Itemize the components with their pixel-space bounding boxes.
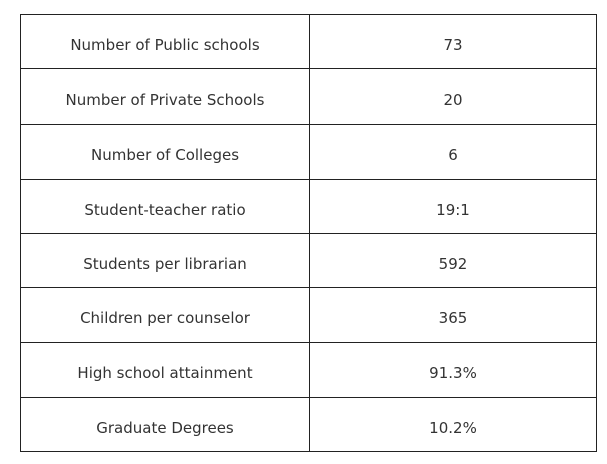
row-value: 365 [309, 287, 597, 343]
row-value: 10.2% [309, 397, 597, 452]
table-row: Students per librarian 592 [20, 233, 597, 288]
row-label: Number of Public schools [20, 14, 310, 69]
table-row: Student-teacher ratio 19:1 [20, 179, 597, 234]
row-label: Number of Private Schools [20, 68, 310, 125]
table-row: Number of Private Schools 20 [20, 68, 597, 125]
row-value: 6 [309, 124, 597, 180]
row-label: High school attainment [20, 342, 310, 398]
row-label: Students per librarian [20, 233, 310, 288]
table-row: Number of Colleges 6 [20, 124, 597, 180]
row-value: 592 [309, 233, 597, 288]
table-row: High school attainment 91.3% [20, 342, 597, 398]
row-label: Graduate Degrees [20, 397, 310, 452]
row-label: Student-teacher ratio [20, 179, 310, 234]
table-row: Graduate Degrees 10.2% [20, 397, 597, 452]
table-row: Number of Public schools 73 [20, 14, 597, 69]
row-value: 91.3% [309, 342, 597, 398]
table-row: Children per counselor 365 [20, 287, 597, 343]
row-label: Children per counselor [20, 287, 310, 343]
row-value: 19:1 [309, 179, 597, 234]
row-value: 73 [309, 14, 597, 69]
education-stats-table: Number of Public schools 73 Number of Pr… [20, 14, 597, 452]
row-label: Number of Colleges [20, 124, 310, 180]
row-value: 20 [309, 68, 597, 125]
